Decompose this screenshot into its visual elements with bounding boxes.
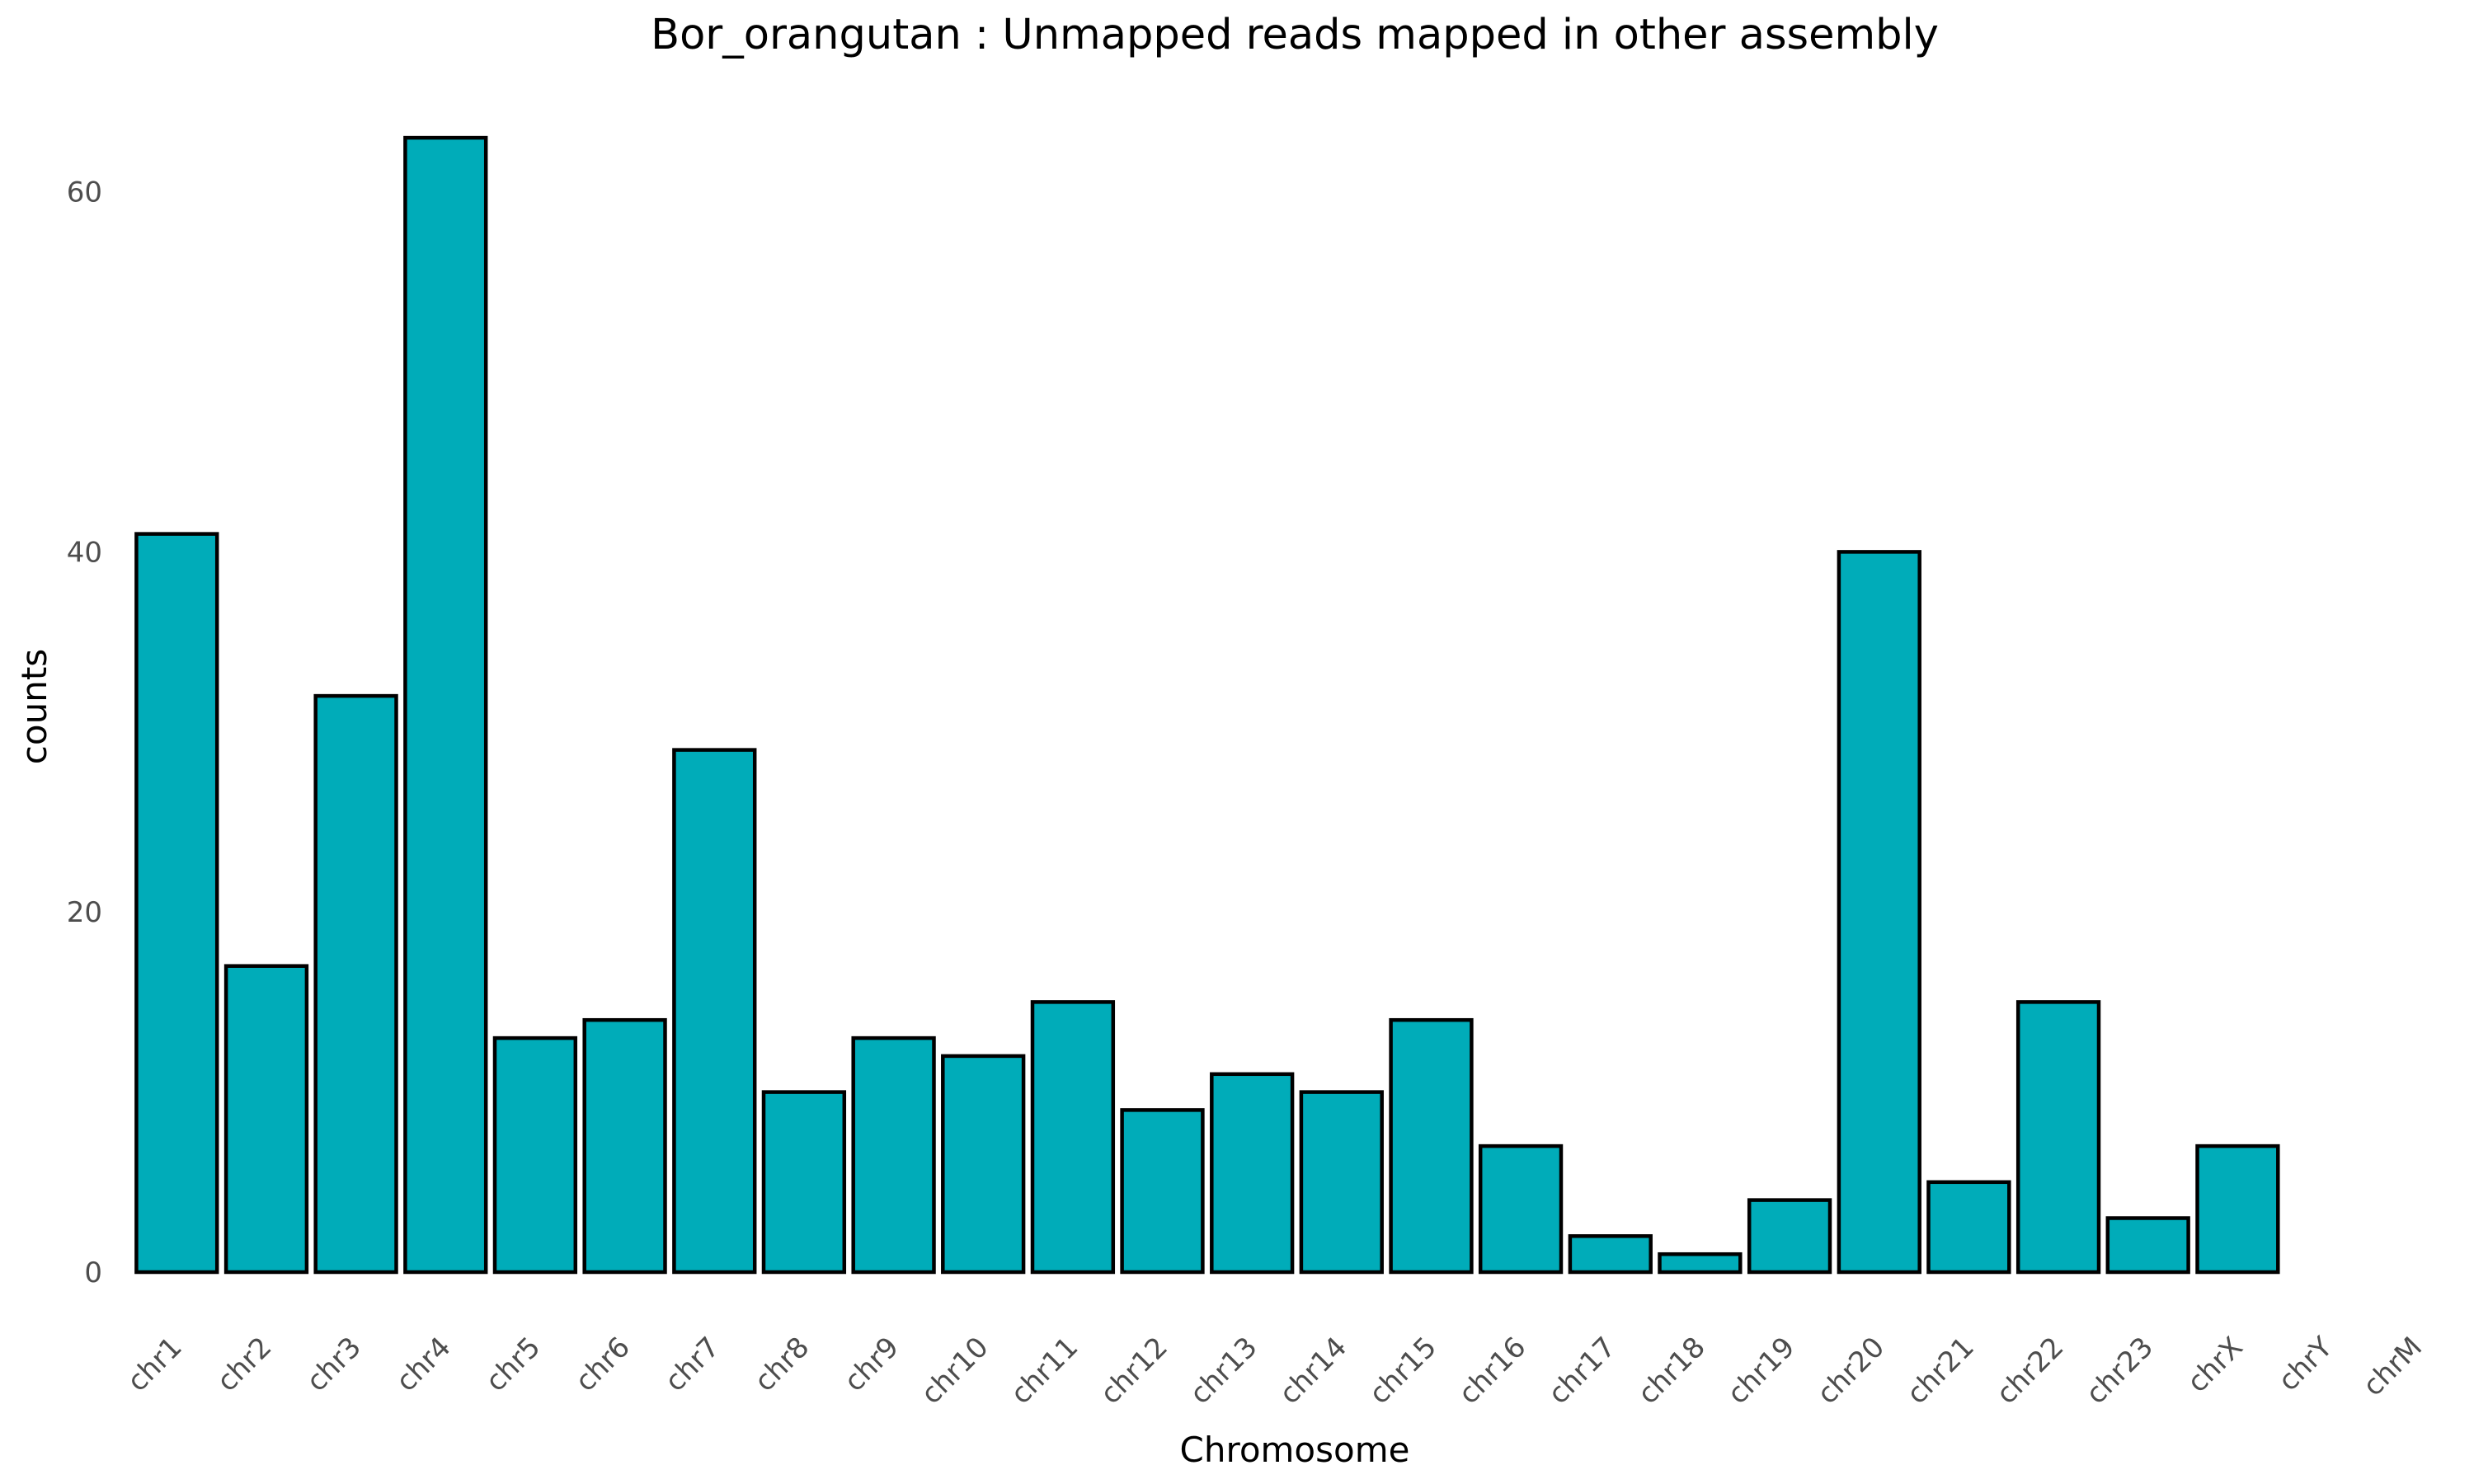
bar-chr8 — [761, 1090, 847, 1275]
y-tick-label: 40 — [67, 536, 102, 569]
bar-chr15 — [1389, 1017, 1474, 1275]
bar-chr19 — [1747, 1198, 1832, 1275]
bar-chr2 — [223, 964, 309, 1275]
y-tick-label: 60 — [67, 176, 102, 209]
bar-chr5 — [492, 1036, 578, 1275]
bar-chr13 — [1210, 1072, 1295, 1275]
bar-chr18 — [1658, 1252, 1743, 1275]
chart-title: Bor_orangutan : Unmapped reads mapped in… — [651, 11, 1939, 59]
y-tick-label: 0 — [84, 1256, 102, 1289]
y-tick-label: 20 — [67, 896, 102, 929]
bar-chr16 — [1478, 1144, 1564, 1275]
bar-chr22 — [2015, 1000, 2101, 1275]
bar-chr17 — [1568, 1234, 1653, 1275]
bar-chr14 — [1299, 1090, 1384, 1275]
bar-chr7 — [672, 748, 757, 1275]
bar-chr23 — [2105, 1216, 2190, 1275]
bar-chr10 — [941, 1054, 1026, 1275]
bar-chr20 — [1837, 550, 1921, 1275]
bar-chr21 — [1926, 1180, 2011, 1275]
bar-chrX — [2195, 1144, 2280, 1275]
bar-chr4 — [403, 135, 488, 1275]
bars-group — [134, 135, 2280, 1275]
bar-chr11 — [1030, 1000, 1116, 1275]
bar-chr1 — [134, 532, 219, 1275]
bar-chr9 — [851, 1036, 936, 1275]
bar-chr6 — [582, 1017, 667, 1275]
y-axis-title: counts — [14, 649, 54, 764]
bar-chr12 — [1120, 1108, 1205, 1275]
y-axis-ticks: 0 20 40 60 — [67, 176, 102, 1289]
bar-chr3 — [313, 693, 398, 1275]
x-axis-title: Chromosome — [1180, 1430, 1410, 1470]
